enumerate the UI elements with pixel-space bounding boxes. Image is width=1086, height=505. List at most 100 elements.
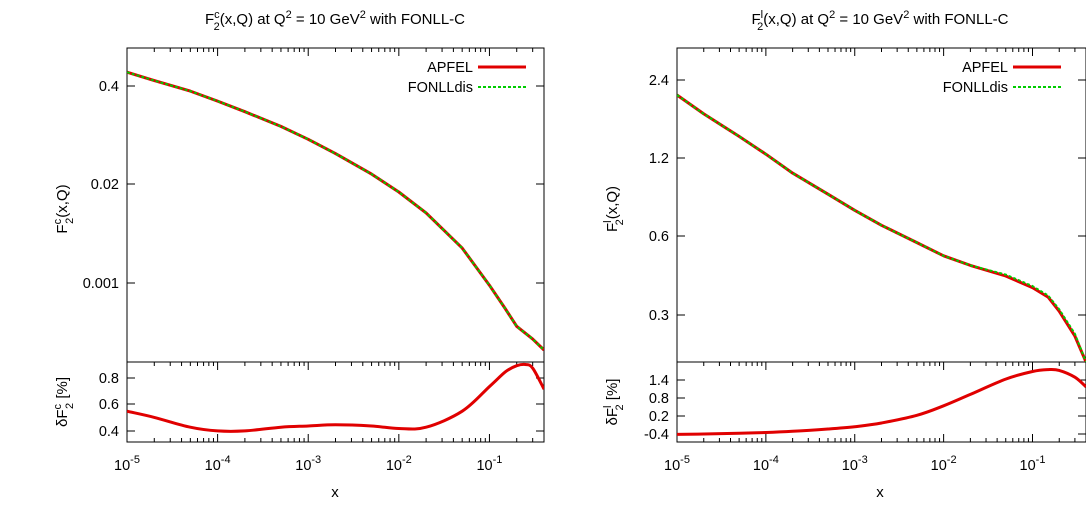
ylabel-sup: l: [602, 220, 614, 222]
y-tick-label: 0.001: [83, 276, 119, 292]
x-tick-base: 10: [1020, 458, 1036, 474]
x-tick-exp: -3: [311, 454, 321, 466]
ylabel-sub: 2: [64, 403, 76, 409]
legend-label: FONLLdis: [408, 80, 473, 96]
ylabel-text: δF: [604, 408, 621, 426]
ylabel-sup: c: [52, 403, 64, 409]
x-tick-base: 10: [114, 458, 130, 474]
x-tick-base: 10: [205, 458, 221, 474]
y-tick-label: 0.02: [91, 177, 119, 193]
x-tick-exp: -1: [493, 454, 503, 466]
y-tick-label: 2.4: [649, 73, 669, 89]
title-text: with FONLL-C: [366, 11, 465, 28]
title-sup: l: [761, 9, 763, 21]
y-tick-label: 1.2: [649, 151, 669, 167]
ylabel-text: [%]: [604, 379, 621, 405]
ratio-series-line: [677, 367, 1086, 436]
x-tick-exp: -3: [858, 454, 868, 466]
ratio-series-line: [127, 362, 544, 433]
y-tick-label: 0.4: [99, 79, 119, 95]
title-text: = 10 GeV: [835, 11, 903, 28]
top-y-axis-label: Fc2(x,Q): [52, 184, 76, 233]
series-line-apfel: [677, 93, 1086, 362]
title-sup: c: [214, 9, 220, 21]
x-tick-base: 10: [386, 458, 402, 474]
x-axis-label: x: [331, 484, 339, 500]
title-text: = 10 GeV: [292, 11, 360, 28]
x-tick-base: 10: [842, 458, 858, 474]
ratio-plot-frame: [126, 361, 545, 443]
x-tick-label: 10-5: [114, 454, 140, 474]
x-tick-exp: -2: [947, 454, 957, 466]
chart-title: Fl 2(x,Q) at Q2 = 10 GeV2 with FONLL-C: [752, 9, 1009, 33]
x-tick-exp: -4: [769, 454, 779, 466]
chart-panel-2: Fl 2(x,Q) at Q2 = 10 GeV2 with FONLL-C10-…: [602, 9, 1086, 501]
title-sub: 2: [214, 21, 220, 33]
legend-label: FONLLdis: [943, 80, 1008, 96]
ratio-y-axis-label: δFc2 [%]: [52, 377, 76, 427]
x-tick-base: 10: [476, 458, 492, 474]
x-axis-label: x: [876, 484, 884, 500]
title-sup: 2: [903, 9, 909, 21]
x-tick-exp: -2: [402, 454, 412, 466]
series-line-fonlldis: [677, 94, 1086, 362]
series-line-fonlldis: [127, 71, 544, 351]
ylabel-sup: l: [602, 406, 614, 408]
ylabel-text: F: [604, 223, 621, 232]
x-tick-exp: -1: [1036, 454, 1046, 466]
x-tick-base: 10: [295, 458, 311, 474]
y-tick-label: -0.4: [644, 427, 669, 443]
y-tick-label: 1.4: [649, 373, 669, 389]
chart-panel-1: Fc 2(x,Q) at Q2 = 10 GeV2 with FONLL-C10-…: [52, 9, 545, 501]
ylabel-sub: 2: [614, 219, 626, 225]
x-tick-label: 10-2: [386, 454, 412, 474]
x-tick-label: 10-1: [476, 454, 502, 474]
y-tick-label: 0.3: [649, 308, 669, 324]
x-tick-label: 10-4: [205, 454, 231, 474]
legend-label: APFEL: [427, 60, 473, 76]
title-text: (x,Q) at Q: [220, 11, 286, 28]
x-tick-exp: -4: [221, 454, 231, 466]
x-tick-exp: -5: [680, 454, 690, 466]
ylabel-sub: 2: [64, 218, 76, 224]
ylabel-text: δF: [54, 409, 71, 427]
x-tick-base: 10: [931, 458, 947, 474]
y-tick-label: 0.8: [649, 391, 669, 407]
x-tick-label: 10-5: [664, 454, 690, 474]
title-text: F: [752, 11, 761, 28]
chart-title: Fc 2(x,Q) at Q2 = 10 GeV2 with FONLL-C: [205, 9, 465, 33]
y-tick-label: 0.6: [649, 229, 669, 245]
legend-label: APFEL: [962, 60, 1008, 76]
title-sup: 2: [286, 9, 292, 21]
x-tick-label: 10-3: [842, 454, 868, 474]
x-tick-label: 10-3: [295, 454, 321, 474]
title-sup: 2: [360, 9, 366, 21]
ylabel-sub: 2: [614, 404, 626, 410]
ylabel-text: F: [54, 224, 71, 233]
x-tick-label: 10-2: [931, 454, 957, 474]
title-text: (x,Q) at Q: [763, 11, 829, 28]
title-sub: 2: [757, 21, 763, 33]
x-tick-base: 10: [664, 458, 680, 474]
top-plot-frame: [676, 47, 1086, 363]
title-text: with FONLL-C: [909, 11, 1008, 28]
ylabel-sup: c: [52, 218, 64, 224]
x-tick-label: 10-1: [1020, 454, 1046, 474]
x-tick-exp: -5: [130, 454, 140, 466]
y-tick-label: 0.2: [649, 409, 669, 425]
x-tick-label: 10-4: [753, 454, 779, 474]
ylabel-text: (x,Q): [54, 184, 71, 217]
y-tick-label: 0.4: [99, 424, 119, 440]
top-plot-frame: [126, 47, 545, 363]
top-y-axis-label: Fl2(x,Q): [602, 186, 626, 232]
ylabel-text: (x,Q): [604, 186, 621, 219]
ratio-y-axis-label: δFl2 [%]: [602, 379, 626, 426]
x-tick-base: 10: [753, 458, 769, 474]
y-tick-label: 0.8: [99, 371, 119, 387]
title-text: F: [205, 11, 214, 28]
y-tick-label: 0.6: [99, 397, 119, 413]
ylabel-text: [%]: [54, 377, 71, 403]
title-sup: 2: [829, 9, 835, 21]
